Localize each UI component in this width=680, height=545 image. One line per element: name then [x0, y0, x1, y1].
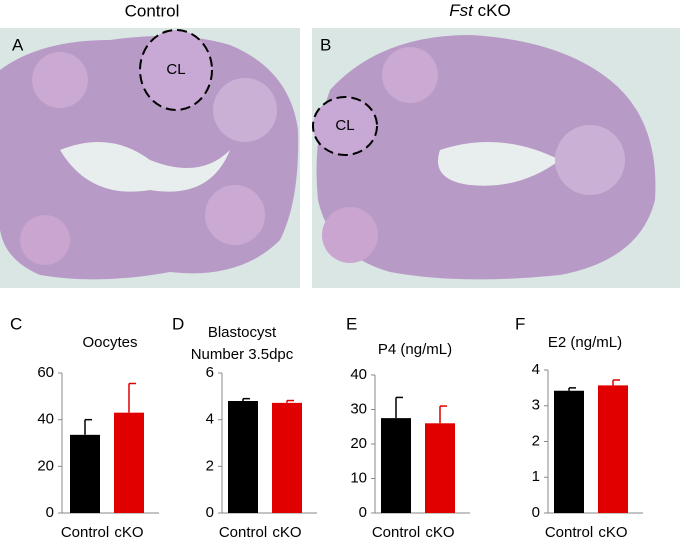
y-tick-label: 3 [532, 397, 540, 414]
y-tick-label: 40 [350, 366, 367, 383]
y-tick-label: 6 [206, 364, 214, 381]
x-tick-label: Control [372, 524, 420, 541]
y-tick-label: 0 [206, 504, 214, 521]
y-tick-label: 4 [532, 361, 540, 378]
panel-label: F [515, 314, 525, 333]
x-tick-label: cKO [272, 524, 301, 541]
bar [114, 412, 144, 513]
x-tick-label: Control [219, 524, 267, 541]
image-heading: Control [125, 1, 180, 20]
bar [272, 402, 302, 513]
chart-title: Blastocyst [208, 324, 277, 341]
panel-label: D [172, 314, 184, 333]
panel-label: E [346, 314, 357, 333]
y-tick-label: 20 [37, 457, 54, 474]
x-tick-label: Control [61, 524, 109, 541]
bar [598, 385, 628, 513]
image-heading: Fst cKO [449, 1, 510, 20]
image-heading-suffix: cKO [478, 1, 511, 20]
bar [554, 390, 584, 513]
panel-label: B [320, 35, 331, 54]
x-tick-label: cKO [425, 524, 454, 541]
y-tick-label: 2 [206, 457, 214, 474]
chart-title: E2 (ng/mL) [548, 334, 622, 351]
x-tick-label: Control [545, 524, 593, 541]
y-tick-label: 1 [532, 468, 540, 485]
panel-label: A [12, 35, 24, 54]
chart-title: P4 (ng/mL) [378, 341, 452, 358]
x-tick-label: cKO [114, 524, 143, 541]
bar [425, 423, 455, 513]
bar [70, 434, 100, 513]
y-tick-label: 0 [359, 504, 367, 521]
y-tick-label: 4 [206, 411, 214, 428]
chart-title: Number 3.5dpc [191, 346, 294, 363]
bar [381, 418, 411, 513]
image-heading-gene: Fst [449, 1, 474, 20]
annotation: CL [335, 117, 354, 134]
histology-image-b [312, 28, 680, 288]
y-tick-label: 0 [532, 504, 540, 521]
y-tick-label: 60 [37, 364, 54, 381]
y-tick-label: 20 [350, 435, 367, 452]
x-tick-label: cKO [598, 524, 627, 541]
panel-label: C [10, 314, 22, 333]
y-tick-label: 40 [37, 411, 54, 428]
y-tick-label: 10 [350, 469, 367, 486]
y-tick-label: 30 [350, 400, 367, 417]
chart-title: Oocytes [82, 334, 137, 351]
y-tick-label: 2 [532, 432, 540, 449]
annotation: CL [166, 61, 185, 78]
y-tick-label: 0 [46, 504, 54, 521]
histology-image-a [0, 28, 300, 288]
bar [228, 401, 258, 513]
